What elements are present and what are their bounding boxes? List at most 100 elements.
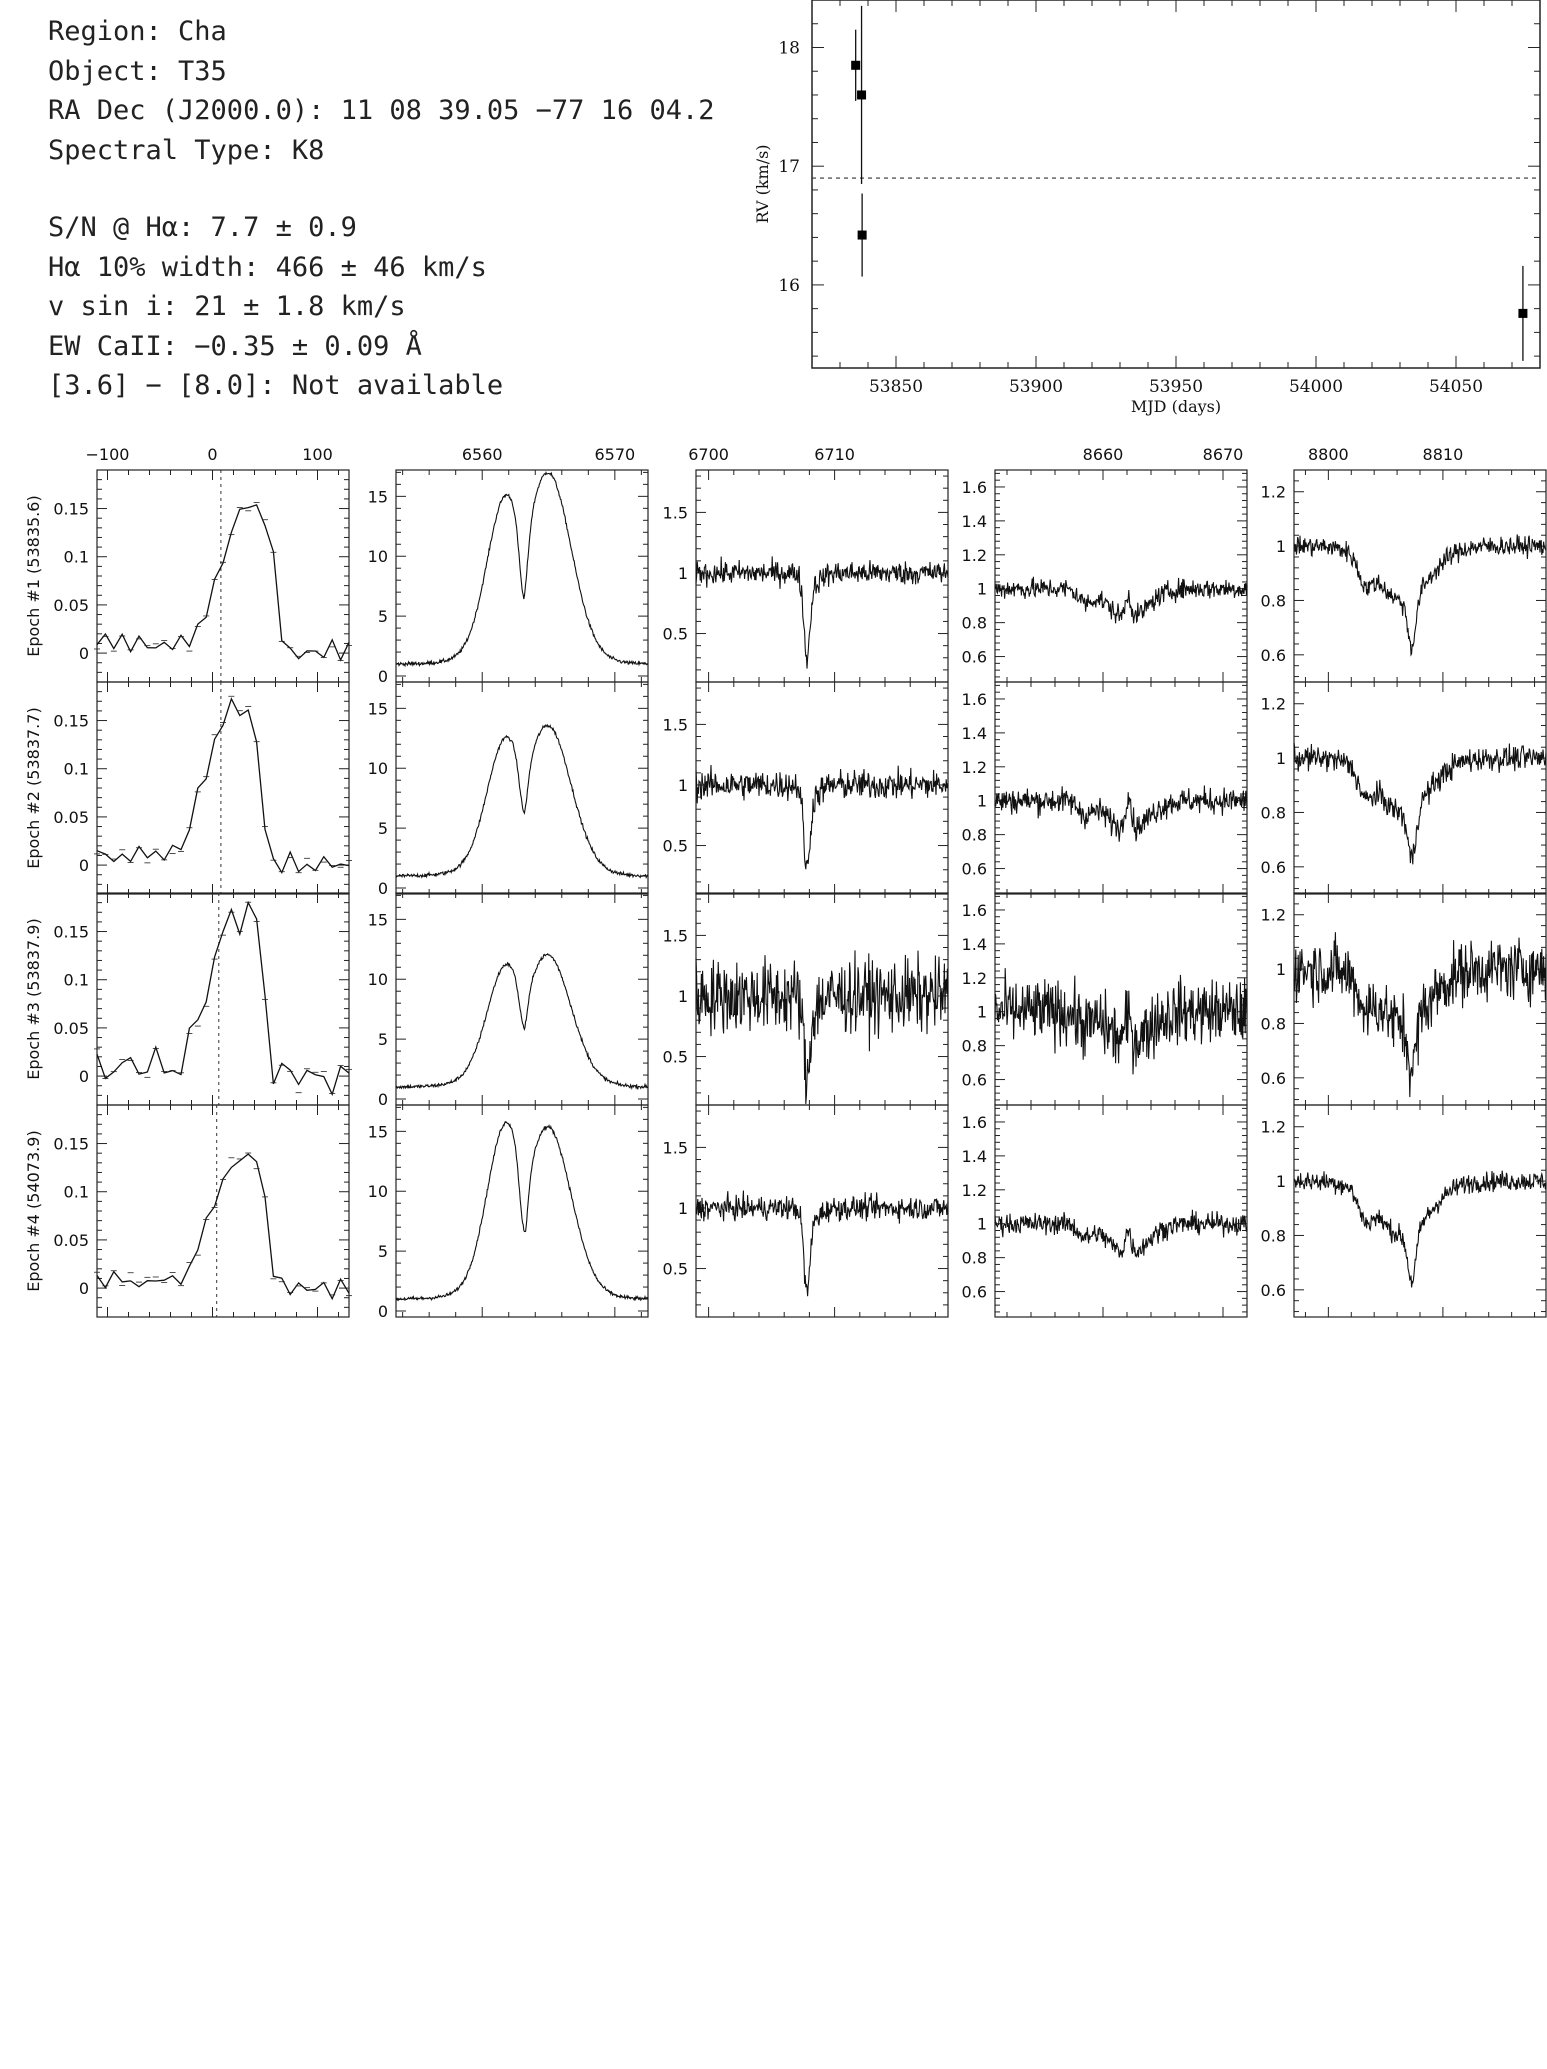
spectrum-trace	[96, 900, 350, 1097]
ytick-label: 1.4	[962, 512, 987, 531]
ytick-label: 1.6	[962, 690, 987, 709]
ytick-label: 0	[79, 1279, 89, 1298]
ytick-label: 1.2	[1261, 1118, 1286, 1137]
panel-frame	[395, 681, 649, 895]
ytick-label: 10	[368, 1182, 388, 1201]
panel-frame	[395, 469, 649, 683]
panel-frame	[96, 469, 350, 683]
ytick-label: 1	[678, 1199, 688, 1218]
region-label: Region: Cha	[48, 16, 227, 47]
ytick-label: 0	[378, 1090, 388, 1109]
spectral-type-label: Spectral Type: K8	[48, 134, 325, 166]
ytick-label: 0.5	[663, 1260, 688, 1279]
ytick-label: 15	[368, 1122, 388, 1141]
panel-ca8820-epoch-4: 0.6 0.8 1 1.2	[1261, 1104, 1547, 1318]
rv-xtick-label: 53900	[1009, 377, 1063, 397]
ytick-label: 1.2	[962, 1181, 987, 1200]
ytick-label: 15	[368, 487, 388, 506]
ytick-label: 1	[1276, 960, 1286, 979]
rv-xtick-label: 54050	[1429, 377, 1483, 397]
panel-ca8820-epoch-2: 0.6 0.8 1 1.2	[1261, 681, 1547, 895]
spectrum-trace	[395, 1120, 649, 1302]
vsini-label: v sin i: 21 ± 1.8 km/s	[48, 291, 406, 322]
ytick-label: 1.6	[962, 478, 987, 497]
col-ca8820-xtick-label: 8800	[1308, 445, 1349, 464]
ytick-label: 0.8	[962, 614, 987, 633]
ytick-label: 1.2	[962, 546, 987, 565]
rv-ytick-label: 16	[778, 276, 800, 296]
spectrum-trace	[994, 968, 1248, 1075]
object-label: Object: T35	[48, 55, 227, 87]
rv-ytick-label: 17	[778, 157, 800, 177]
ytick-label: 0.05	[53, 808, 89, 827]
ytick-label: 10	[368, 970, 388, 989]
panel-frame	[994, 1104, 1248, 1318]
panel-halpha-epoch-3: 0 5 10 15	[368, 892, 649, 1109]
ytick-label: 1.6	[962, 901, 987, 920]
ytick-label: 1.2	[1261, 483, 1286, 502]
spectrum-trace	[695, 950, 949, 1104]
ytick-label: 1.2	[962, 758, 987, 777]
ytick-label: 15	[368, 910, 388, 929]
panel-ccf-epoch-2: 0 0.05 0.1 0.15	[53, 681, 352, 895]
panel-ca8662-epoch-2: 0.6 0.8 1 1.2 1.4 1.6	[962, 681, 1248, 895]
panel-ca8662-epoch-4: 0.6 0.8 1 1.2 1.4 1.6	[962, 1104, 1248, 1318]
ytick-label: 1.2	[962, 969, 987, 988]
ytick-label: 1	[1276, 537, 1286, 556]
rv-point-1	[851, 60, 861, 70]
panel-halpha-epoch-4: 0 5 10 15	[368, 1104, 649, 1321]
spectrum-trace	[994, 576, 1248, 624]
spectrum-trace	[1293, 534, 1547, 657]
ytick-label: 1	[977, 1003, 987, 1022]
epoch-label-3: Epoch #3 (53837.9)	[24, 918, 43, 1079]
rv-ytick-label: 18	[778, 38, 800, 58]
spectrum-trace	[695, 764, 949, 870]
panel-ca8820-epoch-1: 0.6 0.8 1 1.2	[1261, 469, 1547, 683]
spectrum-trace	[1293, 742, 1547, 865]
snr-label: S/N @ Hα: 7.7 ± 0.9	[48, 212, 357, 243]
ytick-label: 10	[368, 547, 388, 566]
rv-point-2	[857, 90, 867, 100]
panel-frame	[1293, 1104, 1547, 1318]
ytick-label: 1.2	[1261, 906, 1286, 925]
spectrum-trace	[695, 1190, 949, 1297]
coordinates-label: RA Dec (J2000.0): 11 08 39.05 −77 16 04.…	[48, 95, 715, 126]
ytick-label: 1	[977, 1215, 987, 1234]
ytick-label: 0.6	[1261, 1069, 1286, 1088]
panel-frame	[96, 1104, 350, 1318]
spectrum-trace	[994, 785, 1248, 842]
ytick-label: 1	[977, 580, 987, 599]
ytick-label: 5	[378, 819, 388, 838]
panel-frame	[1293, 892, 1547, 1106]
ytick-label: 0.8	[962, 826, 987, 845]
rv-point-3	[857, 230, 867, 240]
spectrum-trace	[395, 470, 649, 668]
ytick-label: 0.15	[53, 500, 89, 519]
ytick-label: 0.1	[64, 1183, 89, 1202]
ytick-label: 0.15	[53, 712, 89, 731]
ytick-label: 0.8	[1261, 1014, 1286, 1033]
ytick-label: 5	[378, 607, 388, 626]
col-lithium-xtick-label: 6710	[814, 445, 855, 464]
panel-frame	[994, 681, 1248, 895]
ytick-label: 0.6	[962, 1283, 987, 1302]
ytick-label: 0.15	[53, 1135, 89, 1154]
epoch-label-4: Epoch #4 (54073.9)	[24, 1130, 43, 1291]
panel-lithium-epoch-3: 0.5 1 1.5	[663, 892, 949, 1106]
ytick-label: 10	[368, 759, 388, 778]
ytick-label: 1	[678, 987, 688, 1006]
panel-halpha-epoch-1: 0 5 10 15	[368, 469, 649, 686]
panel-ca8820-epoch-3: 0.6 0.8 1 1.2	[1261, 892, 1547, 1106]
ytick-label: 0.1	[64, 548, 89, 567]
col-ccf-xtick-label: 100	[302, 445, 333, 464]
panel-lithium-epoch-4: 0.5 1 1.5	[663, 1104, 949, 1318]
panel-ca8662-epoch-1: 0.6 0.8 1 1.2 1.4 1.6	[962, 469, 1248, 683]
ytick-label: 1.4	[962, 724, 987, 743]
ytick-label: 1	[678, 776, 688, 795]
panel-lithium-epoch-2: 0.5 1 1.5	[663, 681, 949, 895]
ytick-label: 0	[378, 879, 388, 898]
panel-frame	[994, 469, 1248, 683]
rv-ylabel: RV (km/s)	[753, 144, 772, 223]
ytick-label: 0.1	[64, 760, 89, 779]
